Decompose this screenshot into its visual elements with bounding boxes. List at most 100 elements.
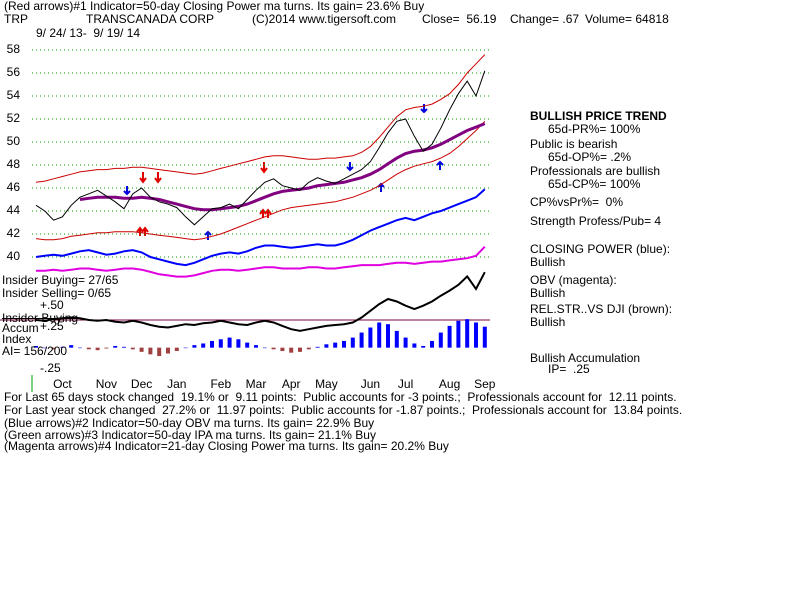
side-note: Public is bearish xyxy=(530,137,618,151)
footer-line: For Last 65 days stock changed 19.1% or … xyxy=(4,390,677,404)
signal-arrows xyxy=(123,104,444,240)
bar xyxy=(368,327,373,348)
x-tick-label: May xyxy=(315,377,338,391)
side-note: Strength Profess/Pub= 4 xyxy=(530,214,662,228)
bar xyxy=(130,347,135,350)
y-tick-label: 46 xyxy=(7,180,21,194)
bar xyxy=(218,339,223,348)
insider-note: Insider Buying xyxy=(2,311,79,325)
series-line xyxy=(36,246,486,278)
side-note: Bullish xyxy=(530,315,566,329)
bar xyxy=(324,344,329,348)
x-tick-label: Apr xyxy=(282,377,301,391)
series-line xyxy=(35,271,486,332)
x-tick-label: Oct xyxy=(53,377,72,391)
x-tick-label: Jun xyxy=(361,377,380,391)
insider-note: Index xyxy=(2,332,32,346)
change: Change= .67 xyxy=(510,12,580,26)
x-tick-label: Mar xyxy=(246,377,267,391)
signal-text: (Red arrows)#1 Indicator=50-day Closing … xyxy=(4,0,425,13)
y-tick-label: 56 xyxy=(7,65,21,79)
bar xyxy=(262,347,267,349)
footer-line: For Last year stock changed 27.2% or 11.… xyxy=(4,403,683,417)
side-note: 65d-OP%= .2% xyxy=(548,150,632,164)
bar xyxy=(412,343,417,348)
insider-note: AI= 156/200 xyxy=(2,344,68,358)
ticker: TRP xyxy=(4,12,28,26)
bar xyxy=(60,346,65,348)
bar xyxy=(201,343,206,348)
bar xyxy=(456,320,461,348)
side-note: 65d-CP%= 100% xyxy=(548,177,641,191)
company: TRANSCANADA CORP xyxy=(86,12,215,26)
y-tick-label: 58 xyxy=(7,42,21,56)
x-tick-label: Feb xyxy=(210,377,231,391)
y-tick-label: +.25 xyxy=(40,319,64,333)
y-tick-label: 48 xyxy=(7,157,21,171)
bar xyxy=(430,340,434,348)
side-note: OBV (magenta): xyxy=(530,273,617,287)
insider-note: Insider Selling= 0/65 xyxy=(2,286,112,300)
bar xyxy=(192,345,197,348)
side-note: Bullish xyxy=(530,286,566,300)
bar xyxy=(403,337,408,348)
bar xyxy=(421,345,426,348)
bar xyxy=(447,325,452,348)
y-tick-label: 52 xyxy=(7,111,21,125)
bar xyxy=(333,342,338,348)
bar xyxy=(342,340,346,348)
bar xyxy=(236,339,241,348)
bar xyxy=(350,337,355,348)
series-line xyxy=(79,122,486,212)
bar xyxy=(377,322,382,348)
bar xyxy=(474,322,478,348)
x-tick-label: Nov xyxy=(96,377,117,391)
source: (C)2014 www.tigersoft.com xyxy=(252,12,397,26)
series-line xyxy=(35,70,486,226)
y-tick-label: 44 xyxy=(7,203,21,217)
bar xyxy=(51,347,56,350)
bar xyxy=(95,347,100,351)
bar xyxy=(280,347,285,352)
insider-note: Accum xyxy=(2,321,39,335)
bar xyxy=(465,319,470,348)
y-tick-label: 40 xyxy=(7,249,21,263)
bar xyxy=(306,347,311,350)
bar xyxy=(34,345,38,348)
bar xyxy=(438,332,443,348)
y-tick-label: +.50 xyxy=(40,298,64,312)
bar xyxy=(122,346,126,348)
side-note: IP= .25 xyxy=(548,362,590,376)
series-line xyxy=(35,188,486,267)
side-note: 65d-PR%= 100% xyxy=(548,122,641,136)
bar xyxy=(298,347,302,352)
side-note: BULLISH PRICE TREND xyxy=(530,109,667,123)
bar xyxy=(113,345,118,348)
bar xyxy=(86,347,91,350)
series-line xyxy=(35,54,486,183)
y-tick-label: 54 xyxy=(7,88,21,102)
x-tick-label: Jan xyxy=(167,377,186,391)
bar xyxy=(174,347,179,352)
bar xyxy=(69,345,74,348)
footer-line: (Magenta arrows)#4 Indicator=21-day Clos… xyxy=(4,439,449,453)
bar xyxy=(315,346,320,348)
bar xyxy=(227,337,232,348)
x-tick-label: Aug xyxy=(439,377,460,391)
x-tick-label: Jul xyxy=(398,377,413,391)
bar xyxy=(183,347,188,349)
bar xyxy=(210,340,214,348)
bar xyxy=(271,347,276,350)
bar xyxy=(148,347,153,355)
side-note: Bullish xyxy=(530,255,566,269)
x-tick-label: Sep xyxy=(474,377,496,391)
footer-line: (Blue arrows)#2 Indicator=50-day OBV ma … xyxy=(4,416,375,430)
bar xyxy=(104,347,109,349)
side-note: REL.STR..VS DJI (brown): xyxy=(530,302,673,316)
bar xyxy=(482,326,487,348)
x-tick-label: Dec xyxy=(131,377,152,391)
y-tick-label: -.25 xyxy=(40,361,61,375)
bar xyxy=(289,347,294,353)
